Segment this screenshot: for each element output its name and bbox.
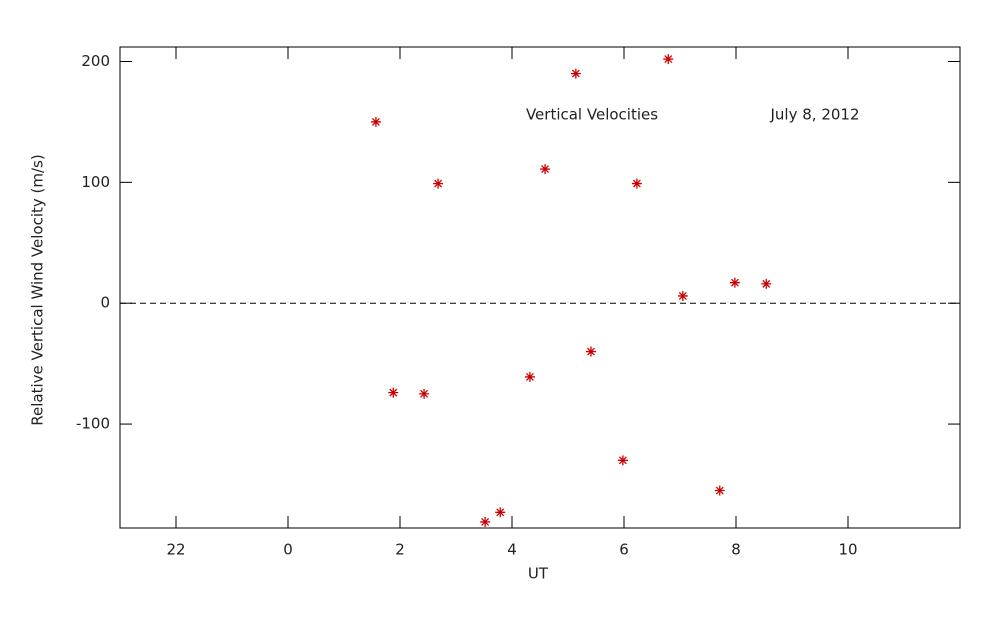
x-axis-label: UT [528, 565, 549, 583]
data-point [419, 388, 430, 399]
y-tick-label: -100 [76, 415, 110, 433]
data-point [540, 164, 551, 175]
y-tick-label: 200 [81, 52, 110, 70]
data-point [714, 485, 725, 496]
annotation: Vertical Velocities [526, 106, 658, 124]
x-tick-label: 2 [395, 541, 405, 559]
data-point [729, 277, 740, 288]
y-axis-label: Relative Vertical Wind Velocity (m/s) [29, 154, 47, 425]
data-point [631, 178, 642, 189]
x-tick-label: 8 [731, 541, 741, 559]
data-point [524, 371, 535, 382]
y-tick-label: 0 [100, 294, 110, 312]
data-point [663, 54, 674, 65]
data-point [570, 68, 581, 79]
data-point [761, 278, 772, 289]
x-tick-label: 0 [283, 541, 293, 559]
data-point [585, 346, 596, 357]
data-point [677, 290, 688, 301]
x-tick-label: 22 [166, 541, 185, 559]
x-tick-label: 6 [619, 541, 629, 559]
annotation: July 8, 2012 [770, 106, 860, 124]
data-point [433, 178, 444, 189]
data-point [480, 516, 491, 527]
y-tick-label: 100 [81, 173, 110, 191]
x-tick-label: 10 [838, 541, 857, 559]
data-point [388, 387, 399, 398]
data-point [495, 507, 506, 518]
x-tick-label: 4 [507, 541, 517, 559]
data-point [617, 455, 628, 466]
data-point [370, 116, 381, 127]
plot-frame [119, 46, 961, 529]
